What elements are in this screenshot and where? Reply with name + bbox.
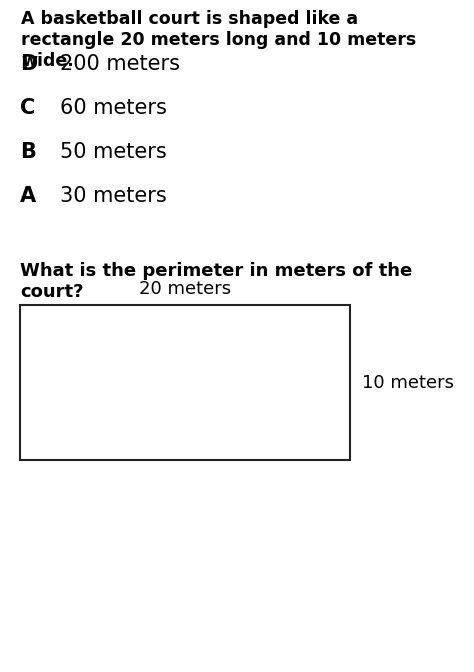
Text: A basketball court is shaped like a
rectangle 20 meters long and 10 meters
wide.: A basketball court is shaped like a rect… bbox=[21, 10, 417, 70]
Text: 200 meters: 200 meters bbox=[60, 54, 180, 74]
Text: 10 meters: 10 meters bbox=[362, 374, 454, 392]
Text: C: C bbox=[20, 98, 35, 118]
Bar bbox=[20, 305, 350, 460]
Text: 60 meters: 60 meters bbox=[60, 98, 167, 118]
Text: 20 meters: 20 meters bbox=[139, 280, 231, 298]
Text: D: D bbox=[20, 54, 37, 74]
Text: B: B bbox=[20, 142, 36, 162]
Text: 50 meters: 50 meters bbox=[60, 142, 167, 162]
Text: What is the perimeter in meters of the
court?: What is the perimeter in meters of the c… bbox=[20, 262, 412, 301]
Text: 30 meters: 30 meters bbox=[60, 186, 167, 206]
Text: A: A bbox=[20, 186, 36, 206]
